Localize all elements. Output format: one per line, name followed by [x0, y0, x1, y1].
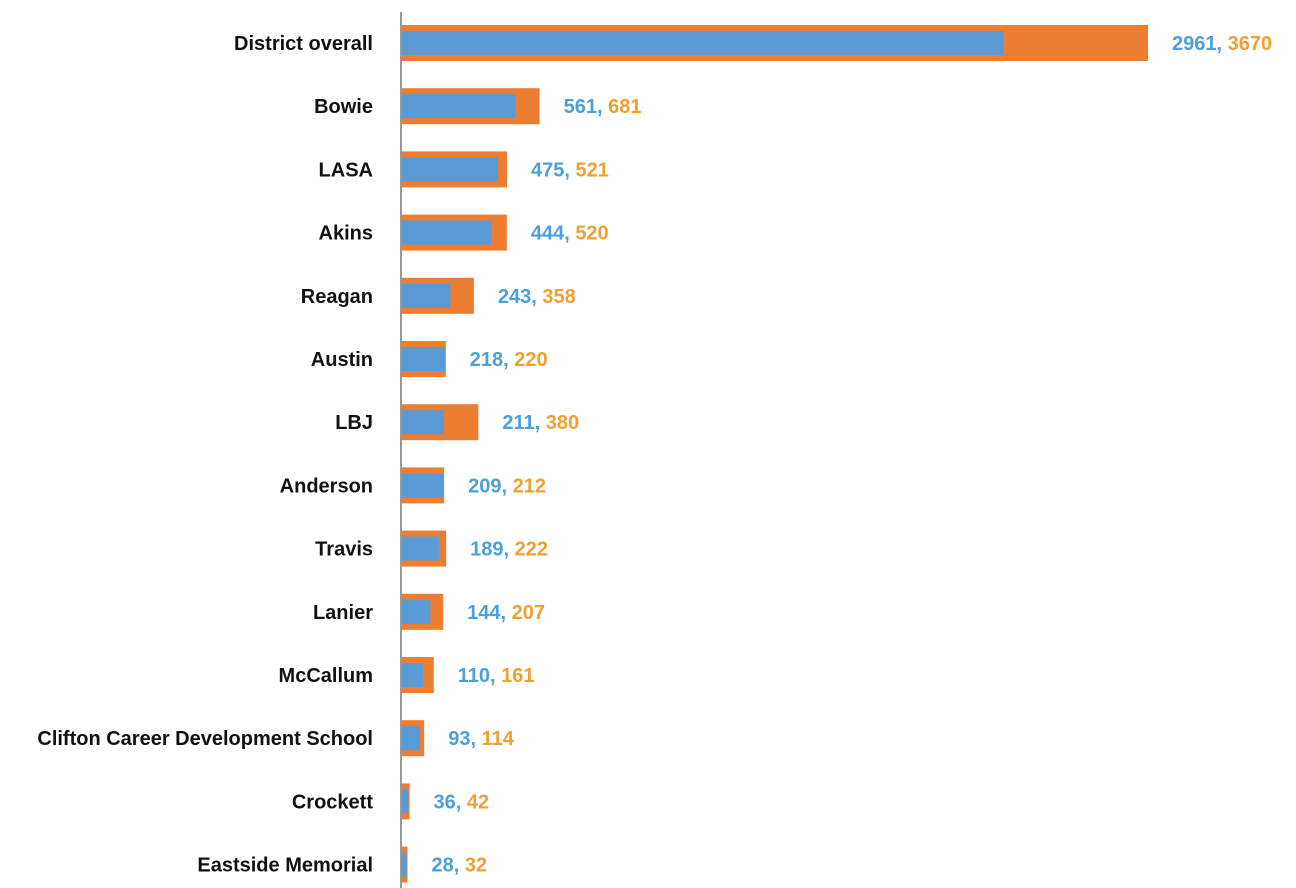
- category-label: LASA: [319, 159, 373, 181]
- category-label: Travis: [315, 539, 373, 561]
- category-label: Reagan: [301, 286, 373, 308]
- value-label-series-a: 36,: [434, 791, 467, 813]
- value-label: 110, 161: [458, 665, 535, 687]
- category-label: Austin: [311, 349, 373, 371]
- value-label-series-b: 521: [576, 159, 609, 181]
- value-label-series-a: 28,: [432, 855, 465, 877]
- bar-series-a: [401, 789, 409, 814]
- category-labels: District overall Bowie LASA Akins Reagan Aust…: [37, 33, 373, 877]
- value-label-series-a: 211,: [502, 412, 545, 434]
- series-a-bars: [401, 31, 1004, 877]
- bar-series-a: [401, 726, 420, 751]
- category-label: Eastside Memorial: [197, 855, 373, 877]
- value-label: 218, 220: [470, 349, 548, 371]
- value-label-series-a: 444,: [531, 223, 575, 245]
- bar-series-a: [401, 473, 444, 498]
- category-label: LBJ: [335, 412, 373, 434]
- value-label-series-a: 93,: [448, 728, 481, 750]
- value-label-series-a: 218,: [470, 349, 514, 371]
- value-label-series-b: 114: [482, 728, 515, 750]
- value-label: 2961, 3670: [1172, 33, 1272, 55]
- series-b-bars: [401, 25, 1148, 883]
- value-label: 36, 42: [434, 791, 490, 813]
- value-label-series-b: 520: [575, 223, 608, 245]
- value-label-series-b: 212: [513, 475, 546, 497]
- value-label: 444, 520: [531, 223, 609, 245]
- bar-series-a: [401, 536, 440, 561]
- value-label-series-b: 3670: [1228, 33, 1273, 55]
- value-label-series-b: 207: [512, 602, 545, 624]
- value-label-series-b: 380: [546, 412, 579, 434]
- value-label-series-b: 32: [465, 855, 487, 877]
- bar-series-a: [401, 663, 424, 687]
- bar-series-a: [401, 157, 498, 182]
- bar-series-a: [401, 31, 1004, 55]
- category-label: Akins: [319, 223, 373, 245]
- value-label-series-a: 243,: [498, 286, 542, 308]
- value-label-series-a: 144,: [467, 602, 511, 624]
- category-label: Clifton Career Development School: [37, 728, 373, 750]
- value-label-series-a: 189,: [470, 539, 514, 561]
- bar-series-a: [401, 410, 444, 435]
- category-label: Anderson: [280, 475, 373, 497]
- category-label: Crockett: [292, 791, 373, 813]
- bar-series-a: [401, 94, 516, 119]
- value-label-series-a: 209,: [468, 475, 512, 497]
- category-label: District overall: [234, 33, 373, 55]
- value-label-series-b: 220: [514, 349, 547, 371]
- value-label: 209, 212: [468, 475, 546, 497]
- value-label-series-a: 475,: [531, 159, 575, 181]
- value-label-series-a: 561,: [564, 96, 608, 118]
- value-label: 189, 222: [470, 539, 548, 561]
- value-label-series-b: 222: [515, 539, 548, 561]
- value-label: 144, 207: [467, 602, 545, 624]
- value-label-series-a: 110,: [458, 665, 501, 687]
- value-label: 243, 358: [498, 286, 576, 308]
- value-label-series-b: 42: [467, 791, 489, 813]
- bar-series-a: [401, 220, 492, 245]
- value-label: 93, 114: [448, 728, 515, 750]
- bar-series-a: [401, 852, 407, 877]
- value-label: 211, 380: [502, 412, 579, 434]
- value-label: 28, 32: [432, 855, 488, 877]
- value-labels: 2961, 3670 561, 681 475, 521 444, 520 243, 3…: [432, 33, 1273, 877]
- value-label-series-b: 358: [542, 286, 575, 308]
- value-label: 561, 681: [564, 96, 642, 118]
- value-label-series-b: 681: [608, 96, 641, 118]
- value-label-series-a: 2961,: [1172, 33, 1228, 55]
- value-label-series-b: 161: [501, 665, 534, 687]
- bar-series-a: [401, 599, 431, 624]
- category-label: Lanier: [313, 602, 373, 624]
- bar-series-a: [401, 347, 446, 371]
- category-label: Bowie: [314, 96, 373, 118]
- category-label: McCallum: [279, 665, 373, 687]
- value-label: 475, 521: [531, 159, 609, 181]
- bar-series-a: [401, 283, 451, 308]
